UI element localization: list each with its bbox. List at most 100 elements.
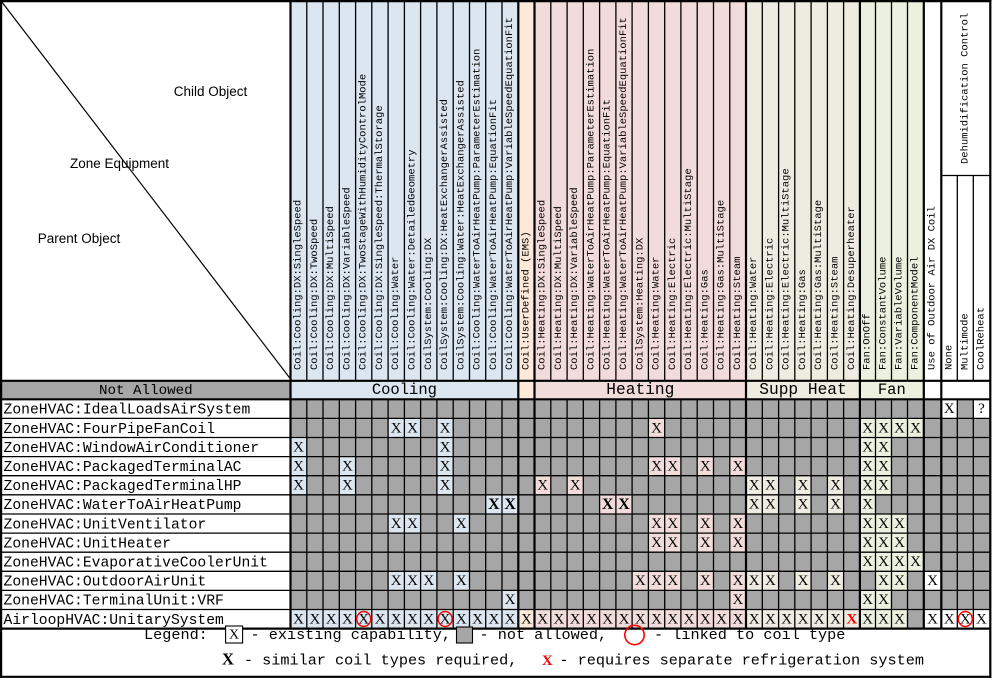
svg-text:X: X (456, 573, 467, 589)
svg-text:X: X (407, 611, 418, 627)
svg-text:X: X (229, 628, 239, 643)
svg-text:X: X (505, 592, 516, 608)
svg-text:X: X (651, 573, 662, 589)
svg-text:X: X (749, 573, 760, 589)
svg-text:X: X (749, 611, 760, 627)
svg-text:X: X (440, 478, 451, 494)
svg-text:X: X (407, 573, 418, 589)
svg-text:X: X (878, 420, 889, 436)
svg-text:ZoneHVAC:EvaporativeCoolerUnit: ZoneHVAC:EvaporativeCoolerUnit (4, 556, 268, 572)
svg-text:Coil:Cooling:Water:DetailedGeo: Coil:Cooling:Water:DetailedGeometry (407, 149, 419, 370)
svg-text:X: X (894, 554, 905, 570)
svg-text:X: X (944, 611, 955, 627)
svg-text:X: X (878, 611, 889, 627)
svg-text:Multimode: Multimode (959, 313, 971, 370)
svg-text:ZoneHVAC:FourPipeFanCoil: ZoneHVAC:FourPipeFanCoil (4, 422, 216, 438)
svg-text:Coil:Heating:WaterToAirHeatPum: Coil:Heating:WaterToAirHeatPump:Equation… (602, 99, 614, 370)
svg-text:Coil:Heating:DX:VariableSpeed: Coil:Heating:DX:VariableSpeed (569, 187, 581, 370)
svg-text:ZoneHVAC:OutdoorAirUnit: ZoneHVAC:OutdoorAirUnit (4, 575, 207, 591)
svg-text:X: X (878, 573, 889, 589)
svg-text:X: X (798, 478, 809, 494)
svg-text:X: X (423, 573, 434, 589)
svg-text:Dehumidification Control: Dehumidification Control (959, 13, 971, 164)
svg-text:X: X (586, 611, 597, 627)
svg-text:X: X (878, 535, 889, 551)
svg-text:X: X (222, 650, 234, 669)
svg-text:X: X (798, 497, 809, 513)
svg-text:Fan: Fan (878, 381, 906, 399)
svg-text:X: X (862, 592, 873, 608)
svg-text:X: X (342, 459, 353, 475)
svg-text:Fan:VariableVolume: Fan:VariableVolume (894, 257, 906, 370)
svg-text:X: X (862, 420, 873, 436)
svg-text:Coil:Heating:Electric: Coil:Heating:Electric (764, 238, 776, 370)
svg-text:X: X (894, 535, 905, 551)
svg-text:X: X (667, 573, 678, 589)
svg-text:X: X (651, 420, 662, 436)
svg-text:X: X (391, 516, 402, 532)
svg-text:Coil:Cooling:DX:TwoStageWithHu: Coil:Cooling:DX:TwoStageWithHumidityCont… (358, 74, 370, 370)
svg-text:X: X (391, 420, 402, 436)
svg-text:X: X (456, 516, 467, 532)
svg-text:X: X (667, 611, 678, 627)
svg-text:Use of Outdoor Air DX Coil: Use of Outdoor Air DX Coil (927, 206, 939, 370)
svg-text:X: X (553, 611, 564, 627)
svg-text:ZoneHVAC:WaterToAirHeatPump: ZoneHVAC:WaterToAirHeatPump (4, 498, 242, 514)
svg-text:X: X (293, 478, 304, 494)
svg-text:X: X (602, 611, 613, 627)
svg-text:Coil:Heating:Steam: Coil:Heating:Steam (830, 257, 842, 370)
svg-text:X: X (684, 611, 695, 627)
svg-text:X: X (521, 611, 532, 627)
svg-text:X: X (878, 554, 889, 570)
svg-text:X: X (700, 516, 711, 532)
svg-text:X: X (830, 573, 841, 589)
svg-text:ZoneHVAC:IdealLoadsAirSystem: ZoneHVAC:IdealLoadsAirSystem (4, 403, 251, 419)
svg-text:Fan:ConstantVolume: Fan:ConstantVolume (878, 257, 890, 370)
svg-text:Fan:ComponentModel: Fan:ComponentModel (910, 257, 922, 370)
svg-text:Fan:OnOff: Fan:OnOff (862, 313, 874, 370)
svg-text:X: X (651, 611, 662, 627)
svg-text:X: X (488, 611, 499, 627)
svg-text:Coil:Heating:DX:SingleSpeed: Coil:Heating:DX:SingleSpeed (537, 200, 549, 370)
svg-text:X: X (781, 611, 792, 627)
svg-text:- linked to coil type: - linked to coil type (654, 626, 845, 644)
svg-text:X: X (732, 592, 743, 608)
svg-text:CoilSystem:Heating:DX: CoilSystem:Heating:DX (634, 237, 646, 370)
svg-text:X: X (391, 611, 402, 627)
svg-text:X: X (651, 535, 662, 551)
svg-text:X: X (440, 611, 451, 627)
svg-text:CoilSystem:Cooling:Water:HeatE: CoilSystem:Cooling:Water:HeatExchangerAs… (455, 80, 467, 370)
svg-text:X: X (700, 459, 711, 475)
svg-text:ZoneHVAC:PackagedTerminalHP: ZoneHVAC:PackagedTerminalHP (4, 479, 242, 495)
svg-text:X: X (651, 459, 662, 475)
svg-text:X: X (910, 420, 921, 436)
svg-text:ZoneHVAC:PackagedTerminalAC: ZoneHVAC:PackagedTerminalAC (4, 460, 242, 476)
svg-text:X: X (894, 420, 905, 436)
svg-text:X: X (440, 459, 451, 475)
svg-text:Coil:Cooling:DX:VariableSpeed: Coil:Cooling:DX:VariableSpeed (341, 187, 353, 370)
svg-text:X: X (667, 516, 678, 532)
svg-text:None: None (943, 345, 955, 370)
svg-text:CoilSystem:Cooling:DX:HeatExch: CoilSystem:Cooling:DX:HeatExchangerAssis… (439, 99, 451, 370)
svg-text:Coil:Heating:Gas: Coil:Heating:Gas (797, 269, 809, 370)
svg-text:X: X (894, 573, 905, 589)
svg-text:Cooling: Cooling (372, 381, 437, 399)
svg-text:X: X (602, 496, 614, 513)
svg-text:?: ? (978, 401, 985, 417)
svg-text:X: X (878, 459, 889, 475)
svg-text:X: X (862, 439, 873, 455)
svg-text:X: X (798, 611, 809, 627)
svg-text:X: X (894, 516, 905, 532)
svg-text:Coil:Cooling:DX:SingleSpeed: Coil:Cooling:DX:SingleSpeed (293, 200, 305, 370)
svg-text:X: X (358, 611, 369, 627)
svg-text:CoolReheat: CoolReheat (975, 307, 987, 370)
svg-text:X: X (765, 478, 776, 494)
svg-text:X: X (423, 611, 434, 627)
svg-text:X: X (862, 611, 873, 627)
svg-text:X: X (878, 592, 889, 608)
svg-text:X: X (732, 611, 743, 627)
svg-text:X: X (910, 554, 921, 570)
svg-text:X: X (618, 496, 630, 513)
svg-text:X: X (700, 573, 711, 589)
svg-text:Child Object: Child Object (174, 84, 248, 99)
